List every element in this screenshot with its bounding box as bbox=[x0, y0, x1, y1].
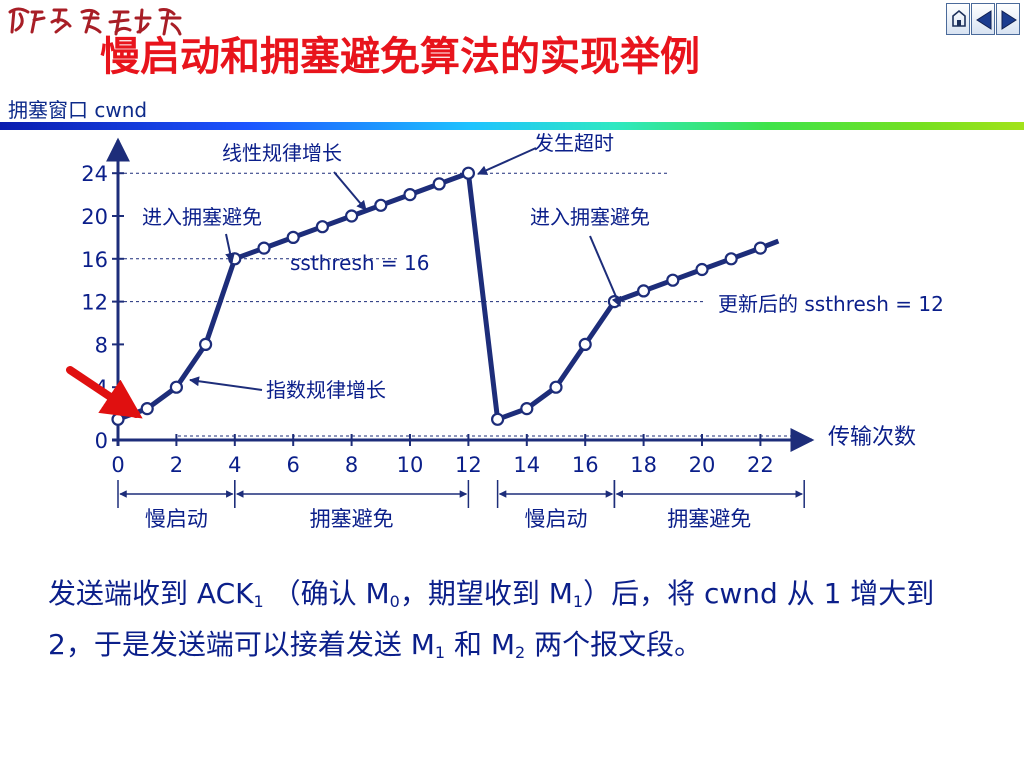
logo-calligraphy bbox=[8, 7, 182, 36]
x-tick-label: 0 bbox=[111, 453, 124, 477]
home-button[interactable] bbox=[946, 3, 970, 35]
slide-caption: 发送端收到 ACK1 （确认 M0，期望收到 M1）后，将 cwnd 从 1 增… bbox=[48, 568, 988, 670]
caption-text-6: 两个报文段。 bbox=[525, 628, 703, 661]
cwnd-data-point bbox=[286, 230, 300, 244]
x-tick-label: 6 bbox=[287, 453, 300, 477]
cwnd-data-point bbox=[666, 273, 680, 287]
cwnd-data-point bbox=[549, 380, 563, 394]
x-tick-label: 10 bbox=[397, 453, 424, 477]
phase-label: 慢启动 bbox=[145, 507, 208, 531]
x-tick-label: 8 bbox=[345, 453, 358, 477]
ssthresh-12-label: 更新后的 ssthresh = 12 bbox=[718, 292, 944, 316]
y-tick-label: 16 bbox=[81, 248, 108, 272]
y-tick-label: 24 bbox=[81, 162, 108, 186]
caption-text-4: ）后，将 cwnd 从 1 增大到 2，于是发送端可以接着发送 M bbox=[48, 577, 935, 661]
y-tick-label: 8 bbox=[95, 333, 108, 357]
cwnd-data-point bbox=[520, 402, 534, 416]
exponential-growth-label: 指数规律增长 bbox=[266, 378, 386, 402]
previous-slide-button[interactable] bbox=[971, 3, 995, 35]
cwnd-data-point bbox=[315, 220, 329, 234]
ssthresh-16-label: ssthresh = 16 bbox=[290, 251, 429, 275]
cwnd-data-point bbox=[199, 337, 213, 351]
y-tick-label: 12 bbox=[81, 291, 108, 315]
caption-sub-2: 0 bbox=[389, 592, 400, 611]
y-tick-label: 0 bbox=[95, 429, 108, 453]
home-icon bbox=[952, 9, 966, 27]
caption-text-2: （确认 M bbox=[263, 577, 390, 610]
previous-slide-icon bbox=[976, 10, 992, 30]
next-slide-button[interactable] bbox=[996, 3, 1020, 35]
x-tick-label: 16 bbox=[572, 453, 599, 477]
cwnd-data-point bbox=[432, 177, 446, 191]
phase-label: 拥塞避免 bbox=[667, 507, 751, 531]
linear-growth-label: 线性规律增长 bbox=[222, 141, 342, 165]
enter-congestion-avoidance-arrow-2 bbox=[589, 235, 622, 307]
x-tick-label: 4 bbox=[228, 453, 241, 477]
y-axis-title: 拥塞窗口 cwnd bbox=[8, 98, 148, 122]
red-pointer-arrow bbox=[66, 366, 143, 419]
x-tick-label: 18 bbox=[630, 453, 657, 477]
phase-label: 慢启动 bbox=[525, 507, 588, 531]
cwnd-data-point bbox=[140, 402, 154, 416]
title-gradient-bar bbox=[0, 122, 1024, 130]
university-logo bbox=[4, 2, 194, 44]
slide-title: 慢启动和拥塞避免算法的实现举例 bbox=[100, 34, 700, 80]
caption-text-1: 发送端收到 ACK bbox=[48, 577, 254, 610]
cwnd-data-point bbox=[491, 412, 505, 426]
cwnd-data-point bbox=[578, 337, 592, 351]
cwnd-data-point bbox=[345, 209, 359, 223]
caption-text-5: 和 M bbox=[445, 628, 516, 661]
cwnd-data-point bbox=[695, 262, 709, 277]
cwnd-data-point bbox=[257, 241, 271, 255]
caption-sub-5: 2 bbox=[515, 643, 526, 662]
timeout-arrow bbox=[477, 147, 537, 175]
cwnd-data-point bbox=[169, 380, 183, 394]
cwnd-data-point bbox=[753, 241, 768, 255]
caption-sub-1: 1 bbox=[253, 592, 264, 611]
cwnd-data-point bbox=[374, 198, 388, 212]
x-tick-label: 2 bbox=[170, 453, 183, 477]
cwnd-data-point bbox=[636, 284, 651, 298]
timeout-label: 发生超时 bbox=[534, 131, 614, 155]
cwnd-data-point bbox=[111, 412, 125, 426]
x-tick-label: 12 bbox=[455, 453, 482, 477]
x-tick-label: 22 bbox=[747, 453, 774, 477]
linear-growth-arrow bbox=[333, 171, 367, 211]
enter-congestion-avoidance-label-1: 进入拥塞避免 bbox=[142, 205, 262, 229]
caption-text-3: ，期望收到 M bbox=[399, 577, 573, 610]
cwnd-data-point bbox=[724, 252, 738, 266]
cwnd-data-point bbox=[403, 188, 417, 202]
enter-congestion-avoidance-arrow-1 bbox=[225, 233, 236, 263]
caption-sub-4: 1 bbox=[434, 643, 446, 662]
cwnd-data-point bbox=[461, 166, 475, 180]
next-slide-icon bbox=[1001, 10, 1017, 30]
enter-congestion-avoidance-label-2: 进入拥塞避免 bbox=[530, 205, 650, 229]
phase-label: 拥塞避免 bbox=[310, 507, 394, 531]
x-tick-label: 14 bbox=[513, 453, 540, 477]
x-tick-label: 20 bbox=[689, 453, 716, 477]
exponential-growth-arrow bbox=[189, 376, 263, 391]
y-tick-label: 20 bbox=[81, 205, 108, 229]
caption-sub-3: 1 bbox=[572, 592, 584, 611]
x-axis-title: 传输次数 bbox=[828, 425, 916, 450]
